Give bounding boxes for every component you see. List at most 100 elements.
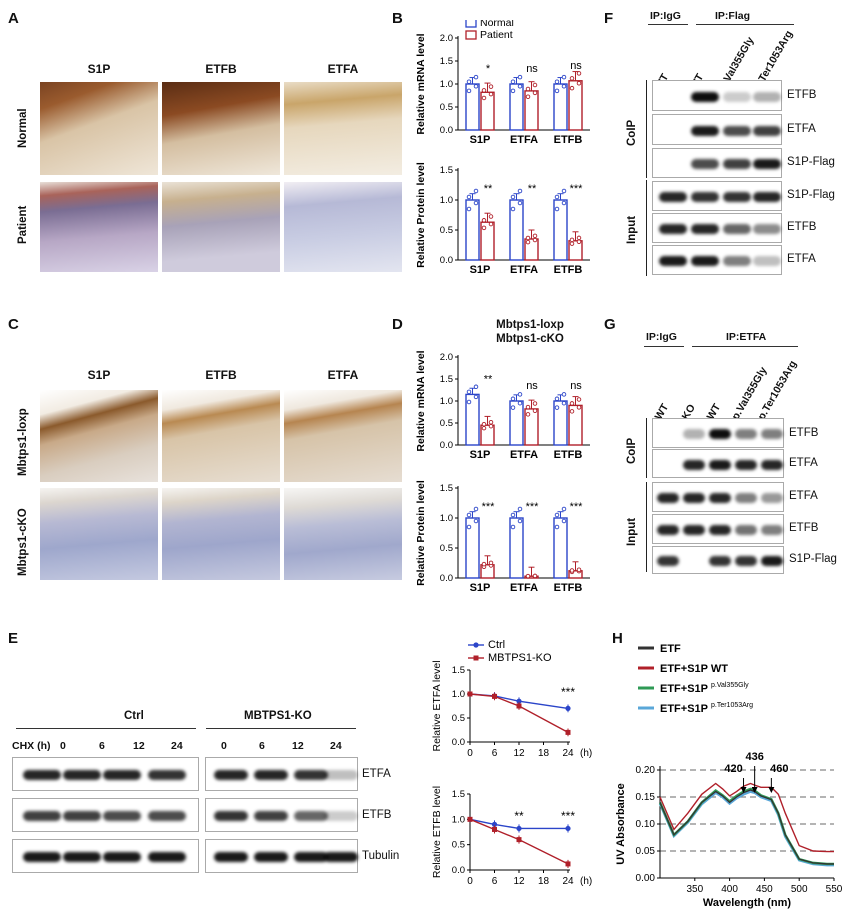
- data-point: [510, 524, 516, 530]
- series-line: [659, 782, 834, 853]
- panel-a-row-patient: Patient: [17, 205, 29, 244]
- y-tick-label: 0.5: [440, 225, 453, 236]
- blot-band: [735, 556, 757, 566]
- blot-band: [691, 91, 719, 102]
- y-tick-label: 2.0: [440, 33, 453, 44]
- data-point: [525, 94, 531, 100]
- data-point: [517, 188, 523, 194]
- y-tick-label: 1.0: [452, 689, 465, 700]
- data-point: [481, 225, 487, 231]
- y-tick-label: 1.5: [452, 665, 465, 676]
- y-tick-label: 1.5: [452, 789, 465, 800]
- y-tick-label: 1.5: [440, 56, 453, 67]
- blot-band: [657, 525, 679, 535]
- data-point: [481, 425, 487, 431]
- x-tick-label: 24: [562, 876, 574, 887]
- data-point: [488, 423, 494, 429]
- data-point: [488, 560, 494, 566]
- x-tick-label: 12: [513, 748, 525, 759]
- panel-e-group-ctrl: Ctrl: [124, 710, 144, 722]
- blot-band: [63, 811, 101, 821]
- data-point: [473, 200, 479, 206]
- blot-band: [657, 493, 679, 503]
- ihc-image-cko-etfa: [284, 488, 402, 580]
- legend-label: Patient: [480, 29, 513, 41]
- data-point: [561, 400, 567, 406]
- ihc-image-cko-s1p: [40, 488, 158, 580]
- data-point: [466, 79, 472, 84]
- blot-band: [723, 256, 751, 266]
- ihc-image-loxp-etfa: [284, 390, 402, 482]
- data-point: [525, 86, 531, 92]
- peak-arrowhead: [751, 787, 758, 793]
- blot-f-input-etfa: [652, 245, 782, 275]
- significance-label: ***: [526, 501, 540, 513]
- panel-c-row-cko: Mbtps1-cKO: [17, 508, 29, 576]
- panel-e-group-ko: MBTPS1-KO: [244, 710, 312, 722]
- data-point: [554, 88, 560, 94]
- data-point: [532, 573, 538, 579]
- chart-d-mrna: 0.0 0.5 1.0 1.5 2.0 Relative mRNA level S1P ** E…: [415, 350, 590, 461]
- panel-c-col-s1p: S1P: [87, 368, 111, 382]
- data-point: [569, 241, 575, 246]
- data-point: [569, 76, 575, 81]
- legend-label-superscript: p.Ter1053Arg: [711, 702, 753, 709]
- data-point: [517, 400, 523, 406]
- panel-g-ip-etfa: IP:ETFA: [726, 331, 767, 343]
- blot-band: [735, 459, 757, 470]
- data-point: [473, 518, 479, 524]
- data-point: [561, 188, 567, 194]
- blot-band: [324, 852, 358, 862]
- x-tick-label: 500: [791, 884, 808, 895]
- peak-arrowhead: [768, 787, 775, 793]
- x-unit-label: (h): [580, 876, 592, 887]
- blot-e-ko-etfb: [205, 798, 358, 832]
- data-point: [554, 194, 560, 200]
- blot-band: [753, 256, 781, 266]
- blot-band: [753, 91, 781, 102]
- data-point: [561, 200, 567, 206]
- panel-a-row-normal: Normal: [17, 108, 29, 148]
- blot-band: [103, 770, 141, 780]
- panel-g-input-label: Input: [626, 517, 638, 546]
- blot-e-ctrl-etfb: [12, 798, 199, 832]
- series-line: [469, 693, 569, 734]
- blot-band: [324, 770, 358, 780]
- blot-band: [254, 852, 288, 862]
- y-tick-label: 0.20: [636, 765, 656, 776]
- blot-band: [723, 192, 751, 202]
- significance-label: ns: [570, 380, 582, 392]
- data-point: [569, 401, 575, 406]
- data-point: [517, 200, 523, 206]
- panel-f-band-3: S1P-Flag: [787, 156, 835, 168]
- significance-label: ***: [561, 809, 575, 823]
- blot-band: [659, 256, 687, 266]
- y-tick-label: 0.15: [636, 792, 656, 803]
- y-tick-label: 0.5: [440, 543, 453, 554]
- data-point: [561, 392, 567, 397]
- y-axis-label: Relative mRNA level: [415, 33, 427, 134]
- blot-band: [709, 493, 731, 503]
- legend-label: Normal: [480, 20, 514, 29]
- data-point: [467, 816, 473, 822]
- panel-g-ip-igg-line: [644, 346, 684, 347]
- panel-e-group-ctrl-line: [16, 728, 196, 729]
- significance-label: **: [528, 183, 537, 195]
- blot-band: [735, 525, 757, 535]
- y-tick-label: 0.10: [636, 819, 656, 830]
- data-point: [569, 409, 575, 414]
- data-point: [525, 239, 531, 245]
- blot-g-input-etfa: [652, 482, 784, 512]
- panel-d-title: Mbtps1-loxp Mbtps1-cKO: [470, 318, 590, 346]
- legend-label: Ctrl: [488, 640, 505, 651]
- data-point: [488, 221, 494, 227]
- blot-band: [148, 811, 186, 821]
- panel-c-col-etfa: ETFA: [327, 368, 359, 382]
- data-point: [488, 84, 494, 89]
- significance-label: ***: [570, 501, 584, 513]
- series-line: [469, 818, 568, 830]
- panel-label-a: A: [8, 10, 19, 27]
- y-tick-label: 1.5: [440, 483, 453, 494]
- y-tick-label: 0.05: [636, 846, 656, 857]
- data-point: [473, 84, 479, 89]
